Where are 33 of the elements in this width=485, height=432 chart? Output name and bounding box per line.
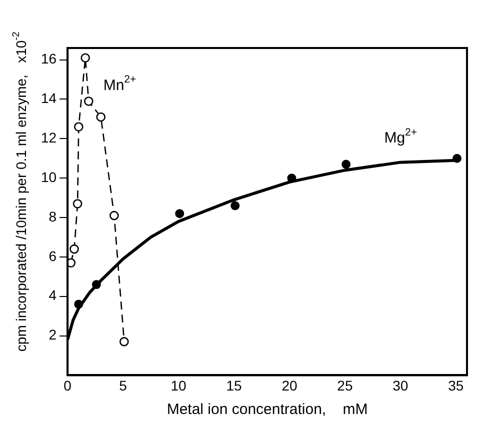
x-tick-label: 30: [392, 377, 408, 394]
x-axis-title: Metal ion concentration, mM: [166, 401, 368, 418]
point: [96, 112, 106, 122]
y-tick-label: 16: [40, 50, 57, 67]
x-tick-label: 20: [282, 377, 298, 394]
point: [68, 258, 76, 268]
y-tick-label: 2: [48, 326, 57, 343]
point: [230, 201, 240, 210]
point: [70, 244, 79, 254]
y-tick-label: 8: [48, 208, 57, 224]
point: [84, 96, 94, 106]
point: [92, 280, 101, 290]
point: [342, 160, 351, 169]
y-tick-label: 14: [40, 90, 57, 106]
point: [110, 210, 119, 220]
y-tick-label: 6: [48, 248, 57, 264]
y-tick-label: 4: [48, 287, 57, 304]
point: [74, 300, 84, 309]
y-tick-label: 12: [40, 130, 57, 146]
y-tick-label: 10: [40, 168, 57, 185]
point: [74, 122, 84, 132]
point: [80, 53, 90, 63]
x-tick-label: 10: [170, 377, 187, 394]
point: [175, 209, 184, 218]
y-axis-title: cpm incorporated /10min per 0.1 ml enzyme, x10-2: [11, 32, 29, 352]
point: [452, 154, 462, 163]
point: [120, 337, 129, 346]
x-tick-label: 0: [64, 377, 72, 394]
point: [72, 199, 82, 208]
x-tick-label: 25: [337, 377, 353, 394]
x-tick-label: 5: [119, 377, 128, 394]
x-tick-label: 35: [448, 377, 464, 394]
x-tick-label: 15: [226, 377, 242, 394]
